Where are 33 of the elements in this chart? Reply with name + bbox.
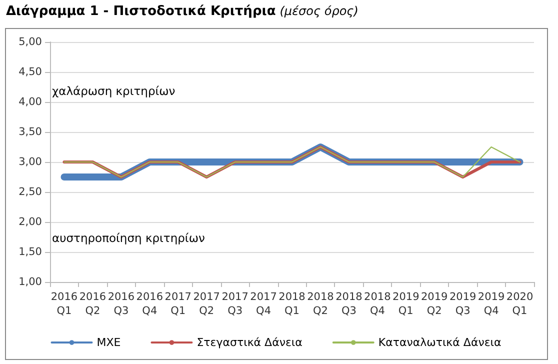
y-tick-label: 4,50 [18, 66, 42, 78]
x-tick-label: 2018 Q2 [307, 291, 334, 317]
x-tick-label: 2017 Q2 [193, 291, 220, 317]
x-tick-label: 2018 Q4 [364, 291, 391, 317]
legend-label: Στεγαστικά Δάνεια [196, 336, 302, 349]
x-tick-label: 2019 Q2 [420, 291, 448, 317]
x-tick-label: 2016 Q1 [50, 291, 78, 317]
y-tick-label: 3,50 [18, 126, 42, 138]
y-tick-label: 3,00 [18, 156, 42, 168]
chart-subtitle: (μέσος όρος) [280, 4, 358, 18]
legend-label: ΜΧΕ [96, 336, 121, 349]
x-tick-label: 2017 Q4 [250, 291, 277, 317]
x-tick-label: 2019 Q1 [392, 291, 420, 317]
annotation: αυστηροποίηση κριτηρίων [52, 231, 205, 245]
y-tick-label: 1,50 [18, 246, 42, 258]
annotation: χαλάρωση κριτηρίων [52, 84, 176, 98]
x-tick-label: 2018 Q3 [336, 291, 362, 317]
x-tick-label: 2019 Q3 [449, 291, 476, 317]
y-tick-label: 5,00 [18, 36, 42, 48]
y-tick-label: 1,00 [18, 276, 42, 288]
x-tick-label: 2017 Q3 [222, 291, 248, 317]
x-tick-label: 2016 Q3 [108, 291, 135, 317]
y-tick-label: 4,00 [18, 96, 42, 108]
x-tick-label: 2020 Q1 [506, 291, 534, 317]
y-tick-label: 2,50 [18, 186, 42, 198]
legend-label: Καταναλωτικά Δάνεια [378, 336, 502, 349]
x-tick-label: 2019 Q4 [478, 291, 505, 317]
x-tick-label: 2017 Q1 [164, 291, 192, 317]
chart-title: Διάγραμμα 1 - Πιστοδοτικά Κριτήρια [6, 4, 276, 19]
x-tick-label: 2016 Q2 [79, 291, 106, 317]
y-tick-label: 2,00 [18, 216, 42, 228]
x-tick-label: 2018 Q1 [278, 291, 306, 317]
x-tick-label: 2016 Q4 [136, 291, 164, 317]
